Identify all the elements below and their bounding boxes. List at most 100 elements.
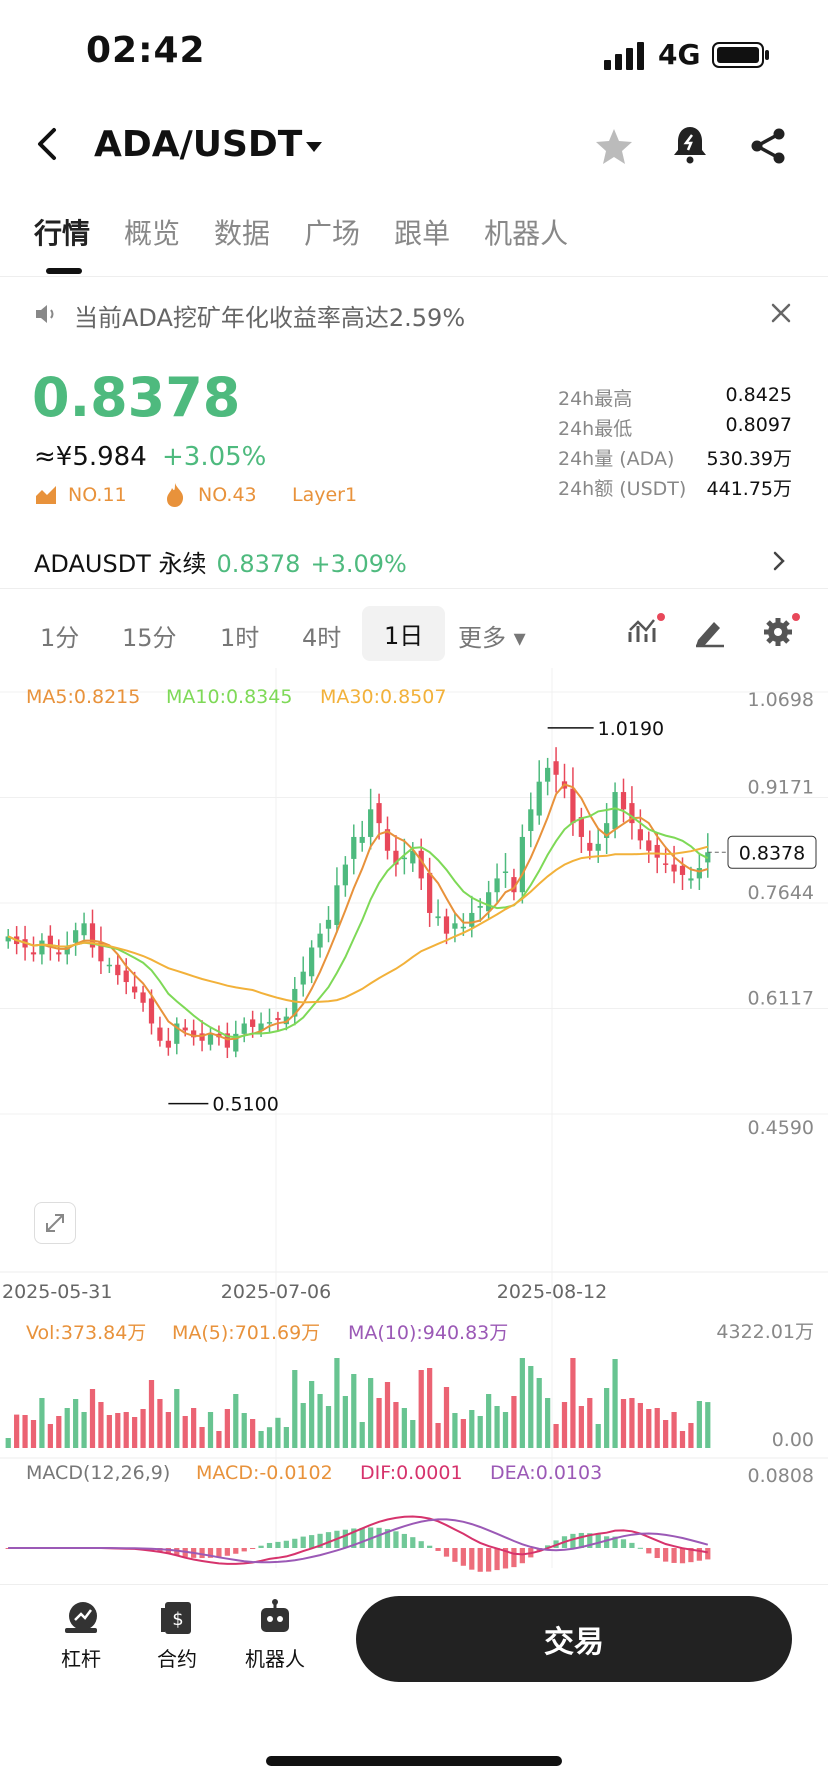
speaker-icon (36, 305, 54, 323)
vol-ma10-label: MA(10):940.83万 (348, 1322, 509, 1344)
interval-1d[interactable]: 1日 (362, 606, 446, 661)
candle (528, 809, 534, 832)
candle (452, 923, 458, 929)
volume-bar (469, 1410, 475, 1448)
macd-histogram-bar (620, 1539, 627, 1548)
macd-histogram-bar (705, 1548, 711, 1560)
interval-4h[interactable]: 4时 (302, 624, 342, 652)
candle (309, 947, 315, 977)
stat-label: 24h量 (ADA) (558, 448, 675, 470)
candle (578, 817, 584, 837)
volume-bar (14, 1414, 20, 1448)
y-tick-label: 0.6117 (748, 988, 814, 1010)
candle (292, 988, 298, 1017)
candle (241, 1023, 247, 1034)
close-icon[interactable] (770, 302, 792, 324)
promo-banner-text[interactable]: 当前ADA挖矿年化收益率高达2.59% (74, 304, 466, 332)
vol-y-tick: 0.00 (772, 1429, 814, 1451)
draw-pen-icon[interactable] (692, 614, 728, 648)
perpetual-link[interactable]: ADAUSDT 永续 0.8378 +3.09% (34, 544, 407, 579)
tab-overview[interactable]: 概览 (124, 217, 181, 250)
y-tick-label: 0.9171 (748, 777, 814, 799)
candle (30, 952, 37, 955)
volume-bar (300, 1403, 306, 1448)
volume-bar (570, 1358, 576, 1448)
volume-bar (654, 1408, 660, 1448)
leverage-nav[interactable]: 杠杆 (56, 1598, 106, 1672)
hot-rank-badge[interactable]: NO.43 (198, 484, 257, 506)
volume-bar (393, 1402, 399, 1448)
contract-nav[interactable]: $ 合约 (152, 1598, 202, 1672)
volume-bar (679, 1431, 686, 1448)
volume-bar (376, 1398, 382, 1448)
macd-histogram-bar (587, 1533, 593, 1548)
candle (679, 865, 686, 875)
candle (64, 947, 70, 955)
signal-icon (604, 42, 644, 70)
stat-label: 24h最高 (558, 388, 633, 410)
bot-nav[interactable]: 机器人 (240, 1598, 310, 1672)
candle (207, 1033, 214, 1045)
tab-bots[interactable]: 机器人 (484, 217, 569, 250)
interval-1m[interactable]: 1分 (40, 624, 80, 652)
trade-button[interactable]: 交易 (356, 1596, 792, 1682)
rank-badge[interactable]: NO.11 (68, 484, 127, 506)
volume-bar (553, 1424, 559, 1448)
pair-title[interactable]: ADA/USDT (94, 124, 303, 165)
candle (334, 885, 340, 925)
caret-down-icon[interactable] (304, 140, 324, 154)
macd-histogram-bar (502, 1548, 509, 1569)
star-icon[interactable] (594, 126, 634, 166)
volume-bar (696, 1401, 702, 1448)
volume-bar (317, 1394, 323, 1448)
macd-histogram-bar (283, 1540, 289, 1548)
category-tag[interactable]: Layer1 (292, 484, 358, 506)
dea-line (8, 1518, 709, 1564)
candle (545, 767, 551, 782)
volume-bar (612, 1359, 618, 1448)
volume-bar (47, 1424, 53, 1448)
dea-label: DEA:0.0103 (490, 1462, 603, 1484)
y-tick-label: 0.4590 (748, 1117, 814, 1139)
candlestick-chart[interactable]: 1.0698 0.9171 0.7644 0.6117 0.4590 1.0190 0.51… (0, 668, 828, 1582)
stat-row: 24h最高 0.8425 (558, 384, 792, 414)
divider (0, 1584, 828, 1585)
candle (199, 1033, 205, 1041)
share-icon[interactable] (748, 126, 788, 166)
macd-histogram-bar (663, 1548, 669, 1562)
more-intervals-button[interactable]: 更多 ▾ (458, 624, 526, 652)
macd-histogram-bar (410, 1537, 416, 1548)
tab-square[interactable]: 广场 (304, 217, 361, 250)
settings-gear-icon[interactable] (760, 612, 800, 648)
chevron-right-icon[interactable] (772, 550, 786, 572)
tab-copy-trading[interactable]: 跟单 (394, 217, 451, 250)
last-price: 0.8378 (32, 366, 241, 429)
tab-market[interactable]: 行情 (34, 217, 91, 250)
interval-15m[interactable]: 15分 (122, 624, 177, 652)
macd-histogram-bar (629, 1542, 635, 1548)
fullscreen-button[interactable] (34, 1202, 76, 1244)
indicator-icon[interactable] (626, 612, 666, 648)
volume-bar (5, 1438, 11, 1448)
divider (0, 588, 828, 589)
tab-data[interactable]: 数据 (214, 217, 271, 250)
macd-histogram-bar (266, 1542, 273, 1548)
interval-1h[interactable]: 1时 (220, 624, 260, 652)
candle (5, 936, 11, 942)
candle (443, 916, 450, 934)
stat-row: 24h最低 0.8097 (558, 414, 792, 444)
volume-bar (705, 1402, 711, 1448)
back-icon[interactable] (30, 124, 64, 164)
volume-bar (22, 1415, 28, 1448)
volume-bar (620, 1399, 627, 1448)
volume-bar (359, 1422, 365, 1448)
candle (637, 829, 643, 841)
candle (418, 850, 424, 879)
ma30-line (7, 845, 709, 1004)
volume-bar (250, 1419, 256, 1448)
volume-bar (494, 1406, 500, 1448)
candle (570, 788, 576, 824)
alert-bell-icon[interactable] (672, 124, 708, 164)
candle (663, 863, 669, 865)
volume-bar (325, 1406, 332, 1448)
